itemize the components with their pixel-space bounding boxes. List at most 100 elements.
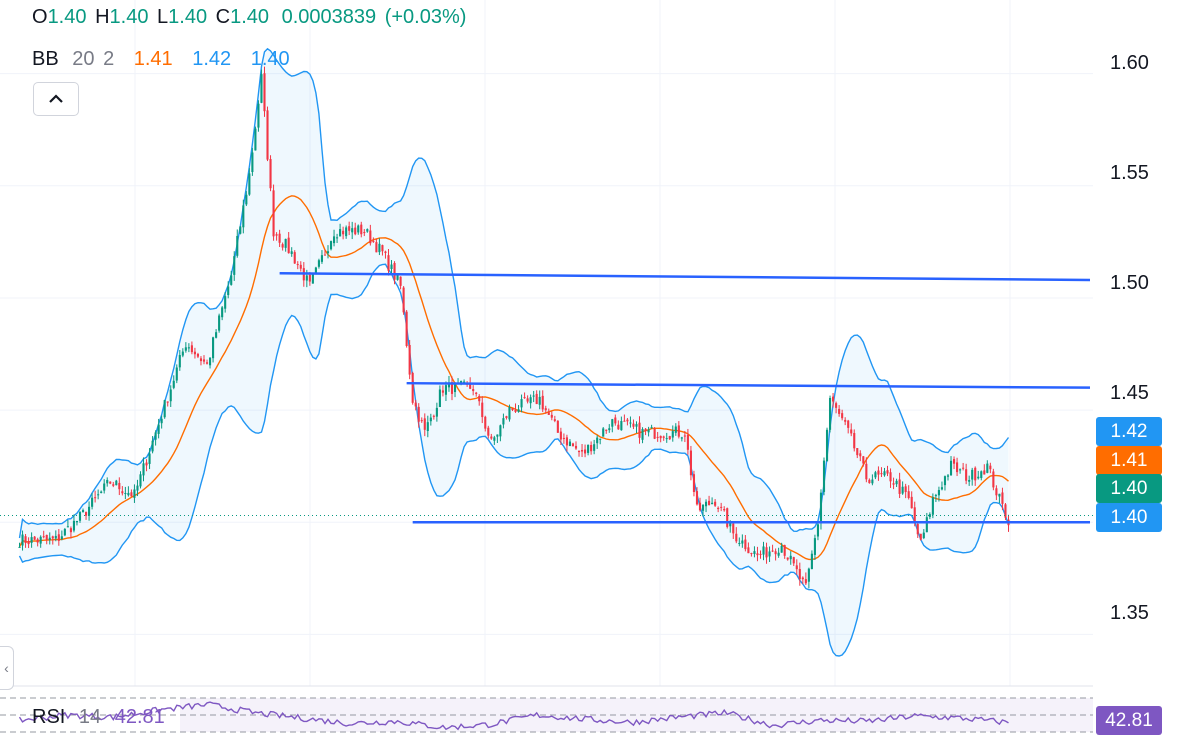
open-label: O	[32, 6, 48, 28]
candle-body	[877, 470, 880, 475]
candle-body	[892, 483, 895, 485]
candle-body	[913, 507, 916, 522]
candle-body	[45, 534, 48, 540]
candle-body	[375, 242, 378, 253]
candle-body	[272, 190, 275, 237]
candle-body	[965, 469, 968, 481]
candle-body	[584, 449, 587, 454]
candle-body	[260, 74, 263, 103]
candle-body	[868, 479, 871, 484]
candle-body	[245, 194, 248, 205]
candle-body	[910, 496, 913, 509]
candle-body	[224, 296, 227, 309]
candle-body	[463, 381, 466, 383]
candle-body	[514, 409, 517, 412]
y-tick-label: 1.60	[1110, 52, 1149, 74]
candle-body	[859, 453, 862, 457]
candle-body	[360, 224, 363, 235]
candle-body	[215, 332, 218, 338]
candle-body	[387, 255, 390, 271]
candle-body	[239, 226, 242, 234]
bb-upper-price-tag: 1.42	[1096, 417, 1162, 446]
candle-body	[405, 311, 408, 346]
candle-body	[133, 489, 136, 498]
change-value: 0.0003839	[281, 6, 377, 28]
candle-body	[18, 546, 21, 548]
candle-body	[109, 481, 112, 484]
candle-body	[399, 276, 402, 286]
candle-body	[351, 228, 354, 233]
candle-body	[925, 517, 928, 533]
candle-body	[354, 227, 357, 235]
candle-body	[233, 256, 236, 275]
candle-body	[659, 435, 662, 439]
candle-body	[242, 205, 245, 228]
change-percent: (+0.03%)	[384, 6, 467, 28]
candle-body	[481, 402, 484, 418]
candle-body	[635, 424, 638, 427]
candle-body	[550, 414, 553, 418]
candle-body	[366, 229, 369, 232]
candle-body	[254, 128, 257, 151]
bb-legend[interactable]: BB 20 2 1.41 1.42 1.40	[32, 48, 293, 71]
candle-body	[611, 419, 614, 427]
candle-body	[605, 429, 608, 431]
candle-body	[487, 427, 490, 436]
close-value: 1.40	[230, 6, 270, 28]
candle-body	[54, 535, 57, 539]
bb-lower-price-tag: 1.40	[1096, 503, 1162, 532]
candle-body	[977, 476, 980, 479]
candle-body	[106, 479, 109, 484]
candle-body	[305, 275, 308, 281]
candle-body	[810, 553, 813, 570]
candle-body	[51, 536, 54, 539]
candle-body	[478, 395, 481, 402]
rsi-legend[interactable]: RSI 14 42.81	[32, 706, 165, 729]
candle-body	[432, 415, 435, 417]
candle-body	[493, 437, 496, 441]
candle-body	[774, 551, 777, 555]
candle-body	[835, 403, 838, 408]
candle-body	[956, 462, 959, 473]
candle-body	[841, 413, 844, 419]
trend-lines[interactable]	[279, 272, 1091, 524]
candle-body	[411, 372, 414, 403]
horizontal-trend-line	[406, 381, 1091, 389]
last-price-tag: 1.40	[1096, 474, 1162, 503]
candle-body	[460, 381, 463, 384]
candle-body	[100, 491, 103, 493]
candle-body	[865, 463, 868, 480]
candle-body	[208, 357, 212, 366]
candle-body	[565, 437, 568, 446]
candle-body	[901, 486, 904, 494]
candle-body	[756, 553, 759, 556]
candle-body	[414, 402, 417, 407]
candle-body	[980, 471, 983, 479]
candle-body	[42, 536, 45, 538]
candle-body	[768, 551, 771, 557]
candle-body	[535, 393, 538, 405]
horizontal-trend-line	[279, 272, 1091, 282]
candle-body	[590, 444, 593, 452]
chevron-left-icon: ‹	[4, 660, 9, 676]
candle-body	[420, 420, 423, 422]
candle-body	[641, 429, 644, 440]
candle-body	[937, 490, 940, 496]
ohlc-legend: O1.40 H1.40 L1.40 C1.40 0.0003839 (+0.03…	[32, 6, 469, 29]
candle-body	[84, 512, 88, 516]
candle-body	[342, 230, 345, 235]
candle-body	[91, 497, 94, 507]
candle-body	[934, 495, 937, 497]
side-panel-toggle[interactable]: ‹	[0, 646, 14, 690]
candle-body	[154, 432, 157, 440]
collapse-legend-button[interactable]	[33, 82, 79, 116]
candle-body	[602, 428, 605, 437]
candle-body	[532, 395, 535, 397]
candle-body	[526, 398, 529, 402]
candle-body	[593, 444, 596, 451]
candle-body	[647, 429, 650, 433]
candle-body	[580, 449, 584, 452]
candle-body	[475, 392, 478, 394]
candle-body	[348, 226, 351, 231]
